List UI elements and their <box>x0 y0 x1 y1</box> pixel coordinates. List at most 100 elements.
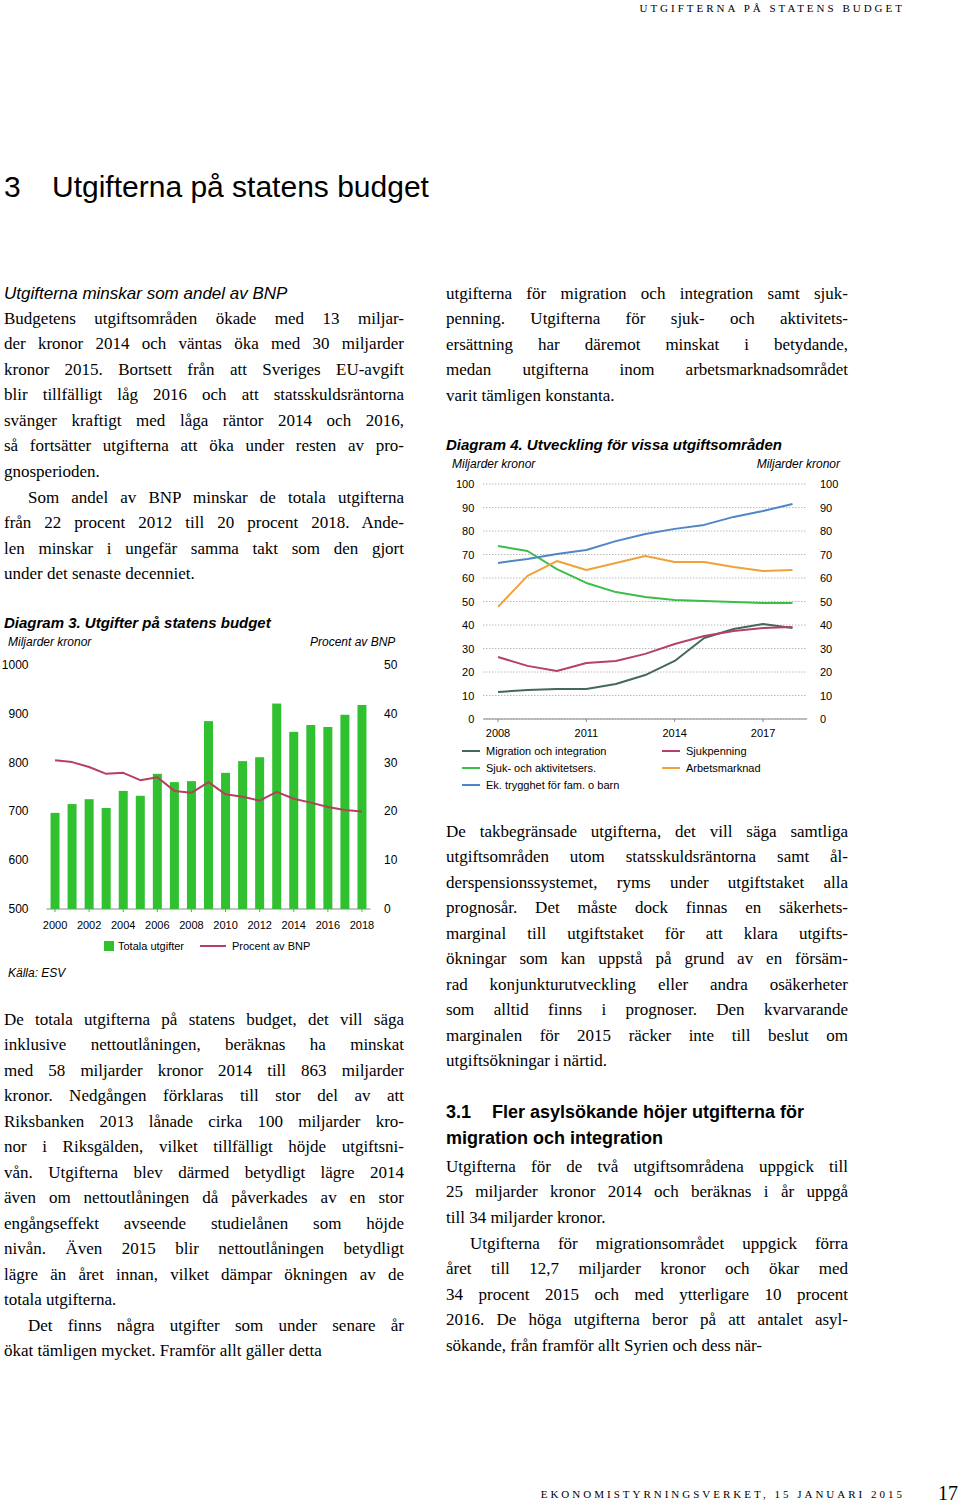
chart: Diagram 4. Utveckling för vissa utgiftso… <box>446 436 841 791</box>
x-tick-label: 2017 <box>751 727 775 739</box>
chapter-number: 3 <box>4 170 21 204</box>
y-tick-label: 0 <box>468 713 474 725</box>
x-tick-label: 2016 <box>316 919 340 931</box>
legend-swatch <box>662 750 680 752</box>
bar <box>136 796 145 909</box>
y2-tick-label: 30 <box>820 643 832 655</box>
text-line: nivån. Även 2015 blir nettoutlåningen be… <box>4 1239 404 1263</box>
y-axis-label: Miljarder kronor <box>452 457 536 471</box>
x-tick-label: 2018 <box>350 919 374 931</box>
y-tick-label: 1000 <box>2 658 29 672</box>
text-line: Som andel av BNP minskar de totala utgif… <box>28 488 404 512</box>
legend-swatch <box>200 945 226 947</box>
y-tick-label: 40 <box>462 619 474 631</box>
series-line <box>498 556 792 607</box>
text-line: Utgifterna för migrationsområdet uppgick… <box>470 1234 848 1258</box>
text-line: Riksbanken 2013 lånade cirka 100 miljard… <box>4 1112 404 1136</box>
legend-label: Sjukpenning <box>686 745 747 757</box>
bar <box>85 799 94 909</box>
y-tick-label: 70 <box>462 549 474 561</box>
grid-line <box>483 507 807 508</box>
text-line: Det finns några utgifter som under senar… <box>28 1316 404 1340</box>
section-number: 3.1 <box>446 1102 471 1123</box>
series-line <box>55 760 362 811</box>
y-tick-label: 60 <box>462 572 474 584</box>
text-line: kronor. Nedgången förklaras till stor de… <box>4 1086 404 1110</box>
grid-line <box>483 531 807 532</box>
y-tick-label: 50 <box>462 596 474 608</box>
bar <box>68 804 77 909</box>
legend-label: Procent av BNP <box>232 940 310 952</box>
text-line: inklusive nettoutlåningen, beräknas ha m… <box>4 1035 404 1059</box>
x-tick <box>586 719 587 722</box>
text-line: De takbegränsade utgifterna, det vill sä… <box>446 822 848 846</box>
text-line: varit tämligen konstanta. <box>446 386 848 410</box>
y2-tick-label: 50 <box>820 596 832 608</box>
chapter-title: Utgifterna på statens budget <box>52 170 429 204</box>
y-tick-label: 100 <box>456 478 474 490</box>
x-tick <box>55 909 56 912</box>
y2-tick-label: 30 <box>384 756 398 770</box>
text-line: kronor 2015. Bortsett från att Sveriges … <box>4 360 404 384</box>
legend-swatch <box>462 767 480 769</box>
y-axis-label: Miljarder kronor <box>8 635 92 649</box>
chart: Diagram 3. Utgifter på statens budgetMil… <box>2 614 398 980</box>
y-tick-label: 10 <box>462 690 474 702</box>
x-tick-label: 2012 <box>247 919 271 931</box>
x-tick <box>327 909 328 912</box>
y2-tick-label: 70 <box>820 549 832 561</box>
grid-line <box>483 695 807 696</box>
subheading: Utgifterna minskar som andel av BNP <box>4 284 287 304</box>
legend-label: Totala utgifter <box>118 940 184 952</box>
text-line: sökande, från framför allt Syrien och de… <box>446 1336 848 1360</box>
y-tick-label: 20 <box>462 666 474 678</box>
y2-tick-label: 90 <box>820 502 832 514</box>
legend-swatch <box>462 750 480 752</box>
y-tick-label: 600 <box>8 853 28 867</box>
bar <box>255 757 264 909</box>
text-line: nor i Riksgälden, vilket tillfälligt höj… <box>4 1137 404 1161</box>
bar <box>306 725 315 909</box>
charts: Diagram 3. Utgifter på statens budgetMil… <box>0 0 960 1503</box>
x-axis <box>483 719 807 720</box>
grid-line <box>483 672 807 673</box>
text-line: under det senaste decenniet. <box>4 564 404 588</box>
bar <box>357 705 366 909</box>
x-tick <box>157 909 158 912</box>
bar <box>272 704 281 909</box>
text-line: Budgetens utgiftsområden ökade med 13 mi… <box>4 309 404 333</box>
bar <box>187 781 196 909</box>
legend-label: Sjuk- och aktivitetsers. <box>486 762 596 774</box>
x-tick <box>89 909 90 912</box>
legend-swatch <box>104 941 114 951</box>
y-tick-label: 700 <box>8 804 28 818</box>
y2-axis-label: Procent av BNP <box>310 635 395 649</box>
series-line <box>498 546 792 603</box>
running-title: UTGIFTERNA PÅ STATENS BUDGET <box>639 2 905 14</box>
x-tick-label: 2008 <box>179 919 203 931</box>
page-number: 17 <box>938 1482 958 1503</box>
text-line: utgiftsökningar i närtid. <box>446 1051 848 1075</box>
x-tick-label: 2002 <box>77 919 101 931</box>
x-tick <box>225 909 226 912</box>
text-line: utgifterna för migration och integration… <box>446 284 848 308</box>
text-line: derspensionssystemet, ryms under utgifts… <box>446 873 848 897</box>
text-line: så fortsätter utgifterna att öka under r… <box>4 436 404 460</box>
x-tick-label: 2000 <box>43 919 67 931</box>
text-line: penning. Utgifterna för sjuk- och aktivi… <box>446 309 848 333</box>
y2-tick-label: 20 <box>820 666 832 678</box>
y2-tick-label: 10 <box>384 853 398 867</box>
section-title: Fler asylsökande höjer utgifterna för <box>492 1102 804 1123</box>
bar <box>51 813 60 909</box>
x-tick-label: 2006 <box>145 919 169 931</box>
text-line: der kronor 2014 och väntas öka med 30 mi… <box>4 334 404 358</box>
y2-tick-label: 50 <box>384 658 398 672</box>
x-tick <box>763 719 764 722</box>
y2-tick-label: 0 <box>384 902 391 916</box>
text-line: 34 procent 2015 och med ytterligare 10 p… <box>446 1285 848 1309</box>
plot-area <box>498 504 792 692</box>
legend-swatch <box>462 784 480 786</box>
y2-tick-label: 60 <box>820 572 832 584</box>
chart-title: Diagram 4. Utveckling för vissa utgiftso… <box>446 436 782 453</box>
section-title: migration och integration <box>446 1128 663 1149</box>
